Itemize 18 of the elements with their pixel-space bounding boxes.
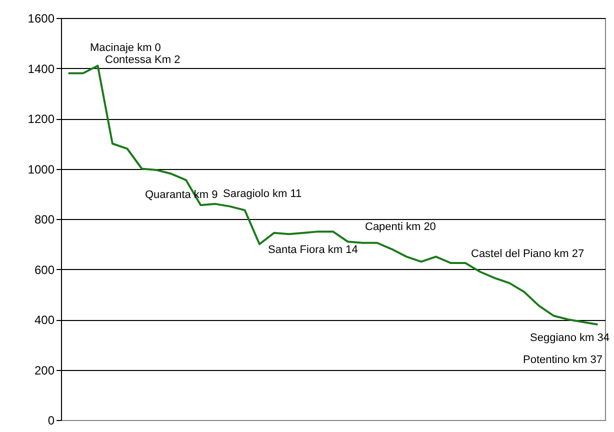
y-tick-label: 0	[48, 414, 55, 428]
annotation: Santa Fiora km 14	[268, 244, 358, 256]
y-tick-label: 1000	[28, 162, 55, 176]
annotation: Saragiolo km 11	[223, 188, 302, 200]
annotation: Contessa Km 2	[105, 54, 180, 66]
y-tick-label: 800	[34, 212, 55, 226]
y-tick-label: 1400	[28, 62, 55, 76]
line-series	[67, 64, 599, 326]
y-tick-label: 600	[34, 262, 55, 277]
y-tick-label: 200	[34, 363, 55, 378]
annotation: Castel del Piano km 27	[471, 248, 584, 260]
y-tick-label: 1600	[28, 12, 55, 26]
annotation: Macinaje km 0	[90, 42, 161, 54]
y-tick-label: 1200	[28, 112, 55, 126]
annotation: Potentino km 37	[523, 354, 602, 366]
annotation: Seggiano km 34	[530, 332, 610, 344]
annotation: Capenti km 20	[365, 221, 436, 233]
y-tick-label: 400	[34, 313, 55, 327]
